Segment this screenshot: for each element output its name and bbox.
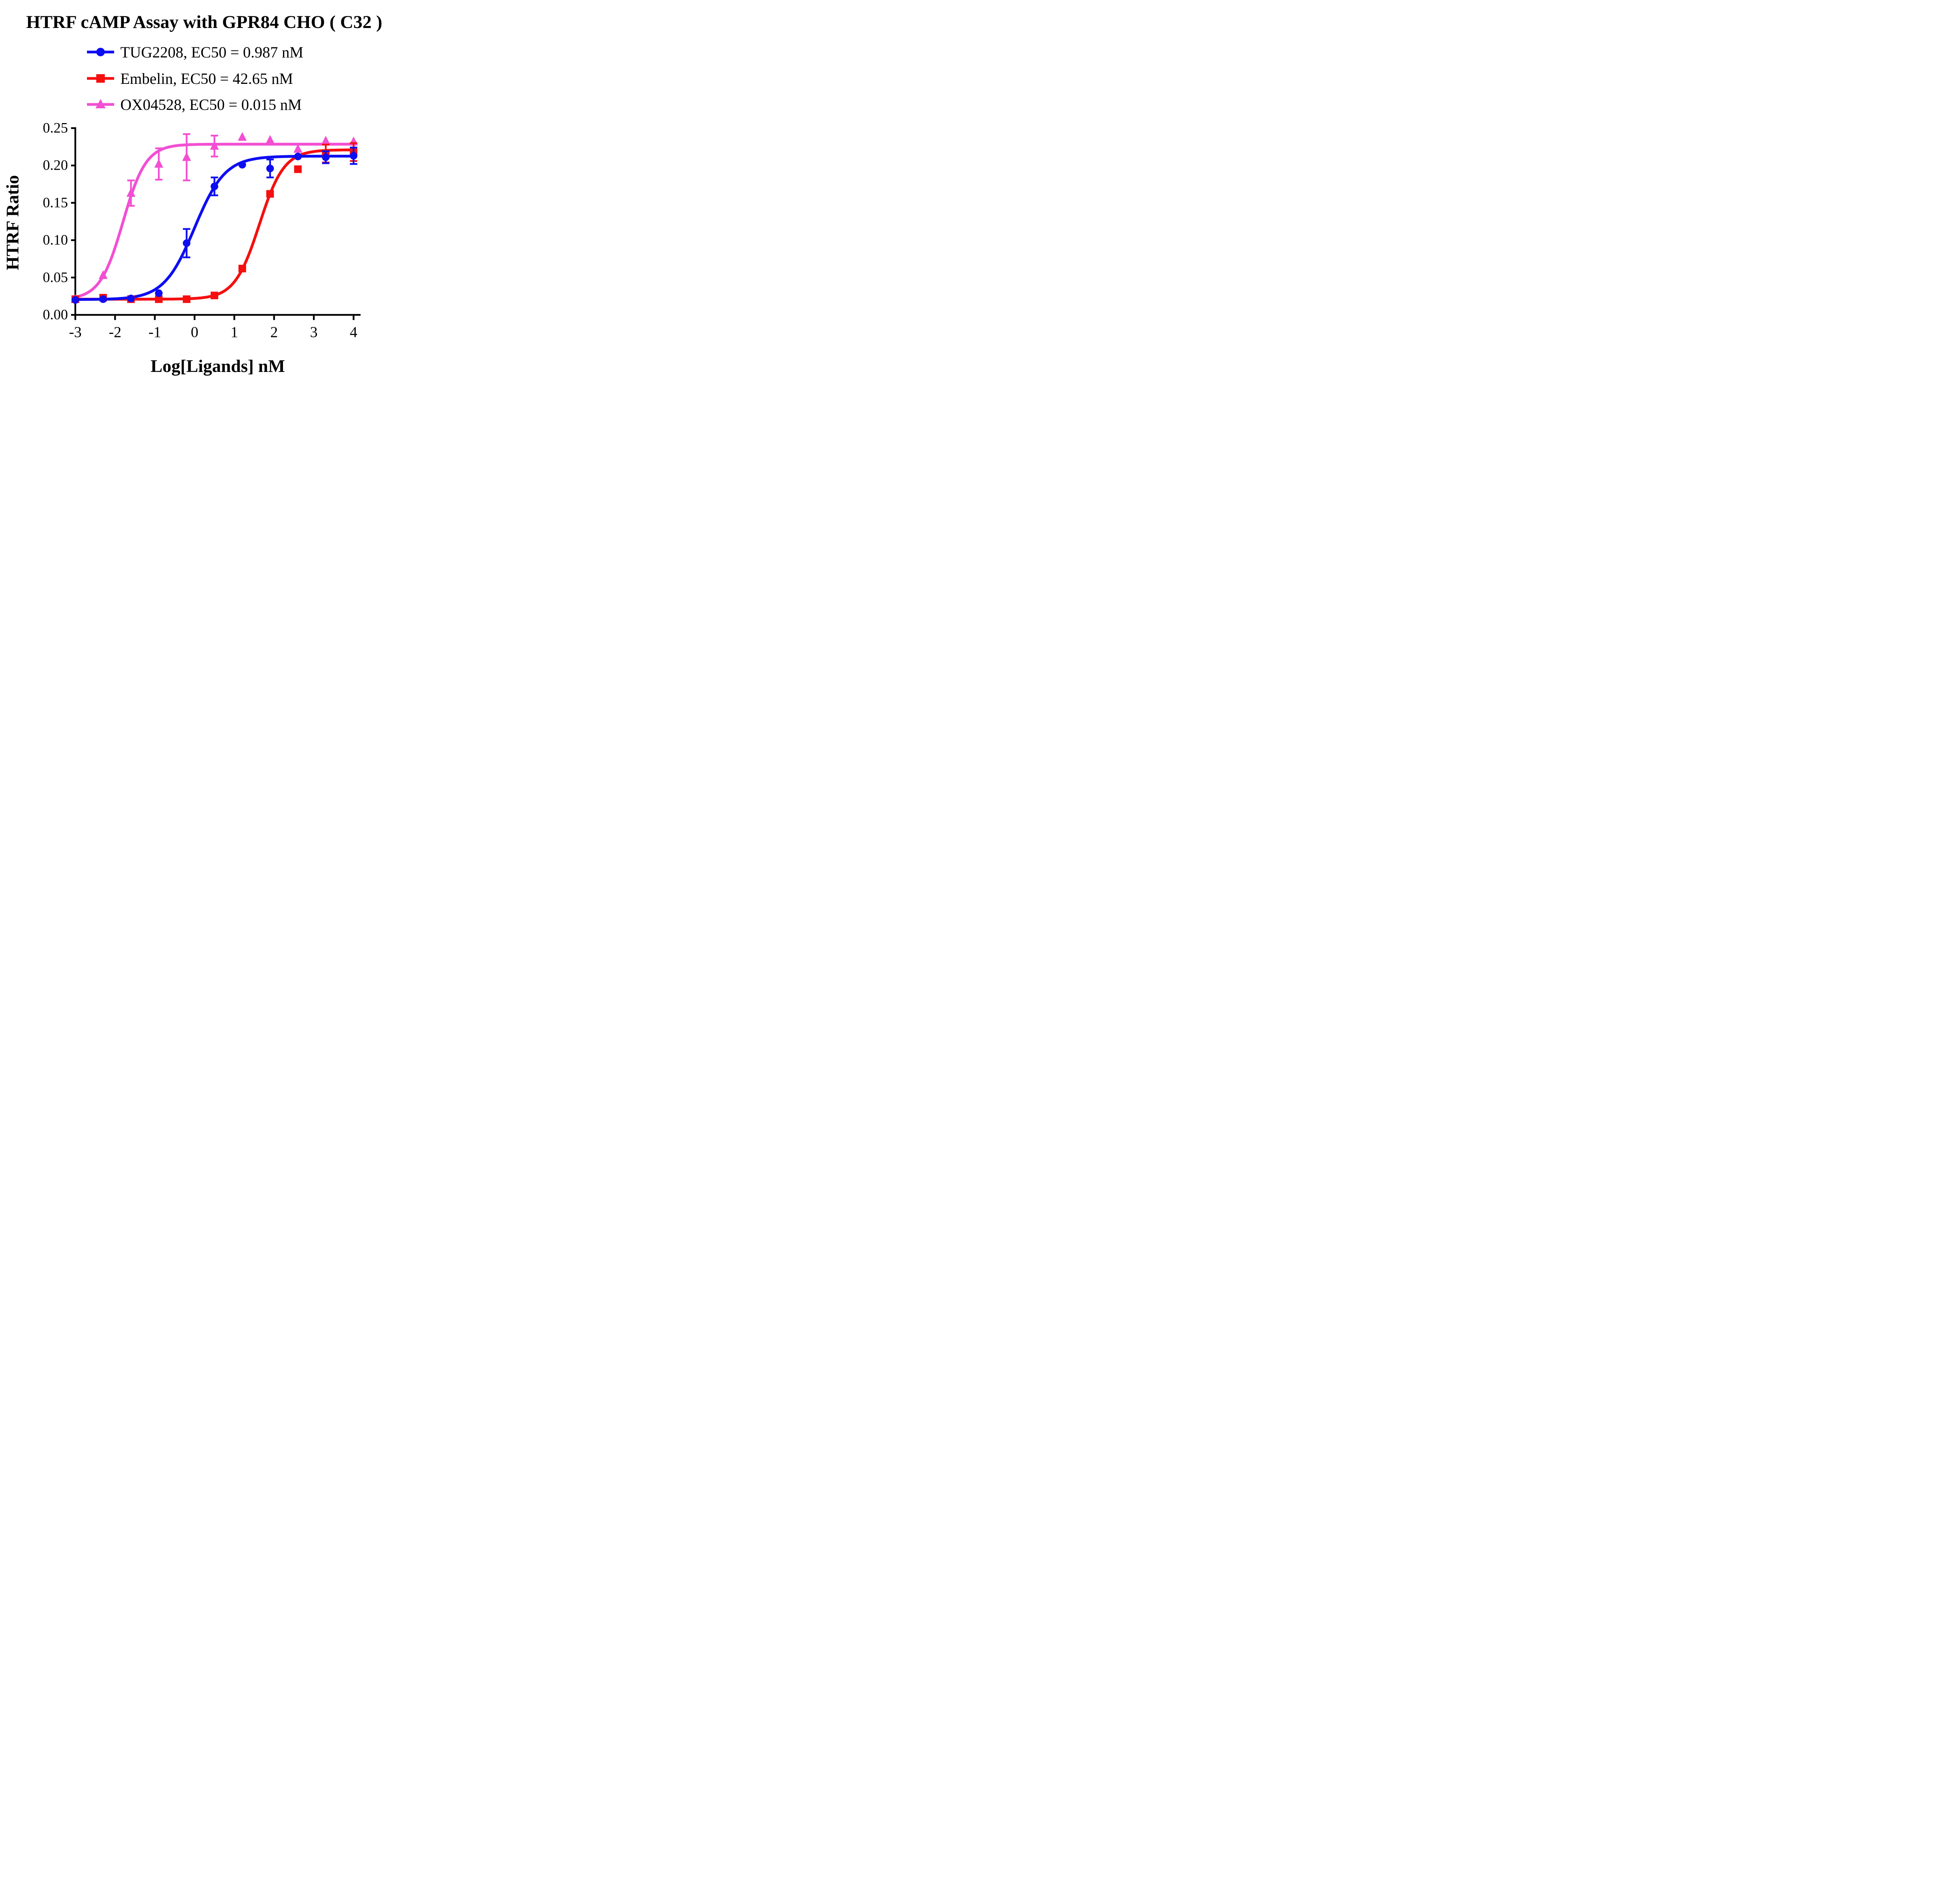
legend-label-ox04528: OX04528, EC50 = 0.015 nM — [120, 96, 302, 113]
x-tick-label: 0 — [191, 324, 198, 340]
x-tick-label: 4 — [350, 324, 358, 340]
data-point-triangle-ox04528 — [321, 136, 330, 145]
data-point-circle-tug2208 — [182, 239, 191, 247]
data-point-circle-tug2208 — [322, 153, 330, 161]
triangle-legend-marker-icon — [87, 99, 114, 108]
data-point-square-embelin — [182, 295, 191, 303]
data-point-triangle-ox04528 — [293, 144, 302, 153]
legend-item-ox04528: OX04528, EC50 = 0.015 nM — [86, 96, 302, 113]
x-tick-label: 1 — [231, 324, 238, 340]
y-tick-label: 0.15 — [43, 195, 68, 211]
data-point-circle-tug2208 — [71, 296, 79, 304]
plot-area: 0.00 0.05 0.10 0.15 0.20 0.25 -3 -2 -1 0 1 2 3 4 — [43, 120, 361, 340]
y-tick-label: 0.10 — [43, 232, 68, 248]
data-point-square-embelin — [210, 292, 219, 299]
data-point-triangle-ox04528 — [238, 132, 247, 141]
y-tick-label: 0.00 — [43, 307, 68, 323]
square-marker-glyph — [96, 74, 105, 83]
x-tick-label: 2 — [270, 324, 278, 340]
data-point-circle-tug2208 — [210, 182, 219, 190]
data-point-square-embelin — [155, 295, 163, 303]
data-point-square-embelin — [294, 165, 302, 173]
x-tick-label: -1 — [149, 324, 161, 340]
y-tick-label: 0.25 — [43, 120, 68, 136]
data-point-circle-tug2208 — [127, 294, 135, 302]
chart-title: HTRF cAMP Assay with GPR84 CHO ( C32 ) — [26, 12, 382, 32]
data-point-triangle-ox04528 — [182, 152, 191, 161]
figure: HTRF cAMP Assay with GPR84 CHO ( C32 ) T… — [0, 0, 408, 381]
triangle-marker-glyph — [95, 99, 106, 108]
x-tick-label: -3 — [69, 324, 82, 340]
data-point-triangle-ox04528 — [266, 135, 275, 144]
data-point-circle-tug2208 — [266, 165, 274, 172]
data-point-triangle-ox04528 — [210, 141, 219, 150]
data-point-circle-tug2208 — [294, 153, 302, 160]
x-tick-label: -2 — [109, 324, 122, 340]
data-point-circle-tug2208 — [238, 161, 246, 169]
legend-label-embelin: Embelin, EC50 = 42.65 nM — [120, 69, 293, 87]
data-point-triangle-ox04528 — [126, 188, 135, 197]
data-point-triangle-ox04528 — [154, 159, 163, 168]
data-point-circle-tug2208 — [99, 295, 107, 303]
legend-label-tug2208: TUG2208, EC50 = 0.987 nM — [120, 43, 304, 61]
data-point-triangle-ox04528 — [99, 270, 108, 279]
y-tick-label: 0.20 — [43, 158, 68, 174]
data-point-circle-tug2208 — [350, 152, 358, 160]
curve-embelin — [74, 148, 357, 301]
curve-ox04528 — [74, 142, 357, 299]
data-point-square-embelin — [238, 264, 246, 273]
data-point-square-embelin — [266, 190, 274, 198]
square-legend-marker-icon — [87, 74, 114, 83]
data-point-circle-tug2208 — [155, 289, 163, 297]
x-axis-title: Log[Ligands] nM — [150, 356, 285, 376]
circle-legend-marker-icon — [87, 48, 114, 56]
x-tick-label: 3 — [310, 324, 318, 340]
legend-item-tug2208: TUG2208, EC50 = 0.987 nM — [86, 43, 303, 61]
legend-item-embelin: Embelin, EC50 = 42.65 nM — [86, 70, 293, 87]
circle-marker-glyph — [96, 48, 105, 56]
y-tick-label: 0.05 — [43, 269, 68, 285]
